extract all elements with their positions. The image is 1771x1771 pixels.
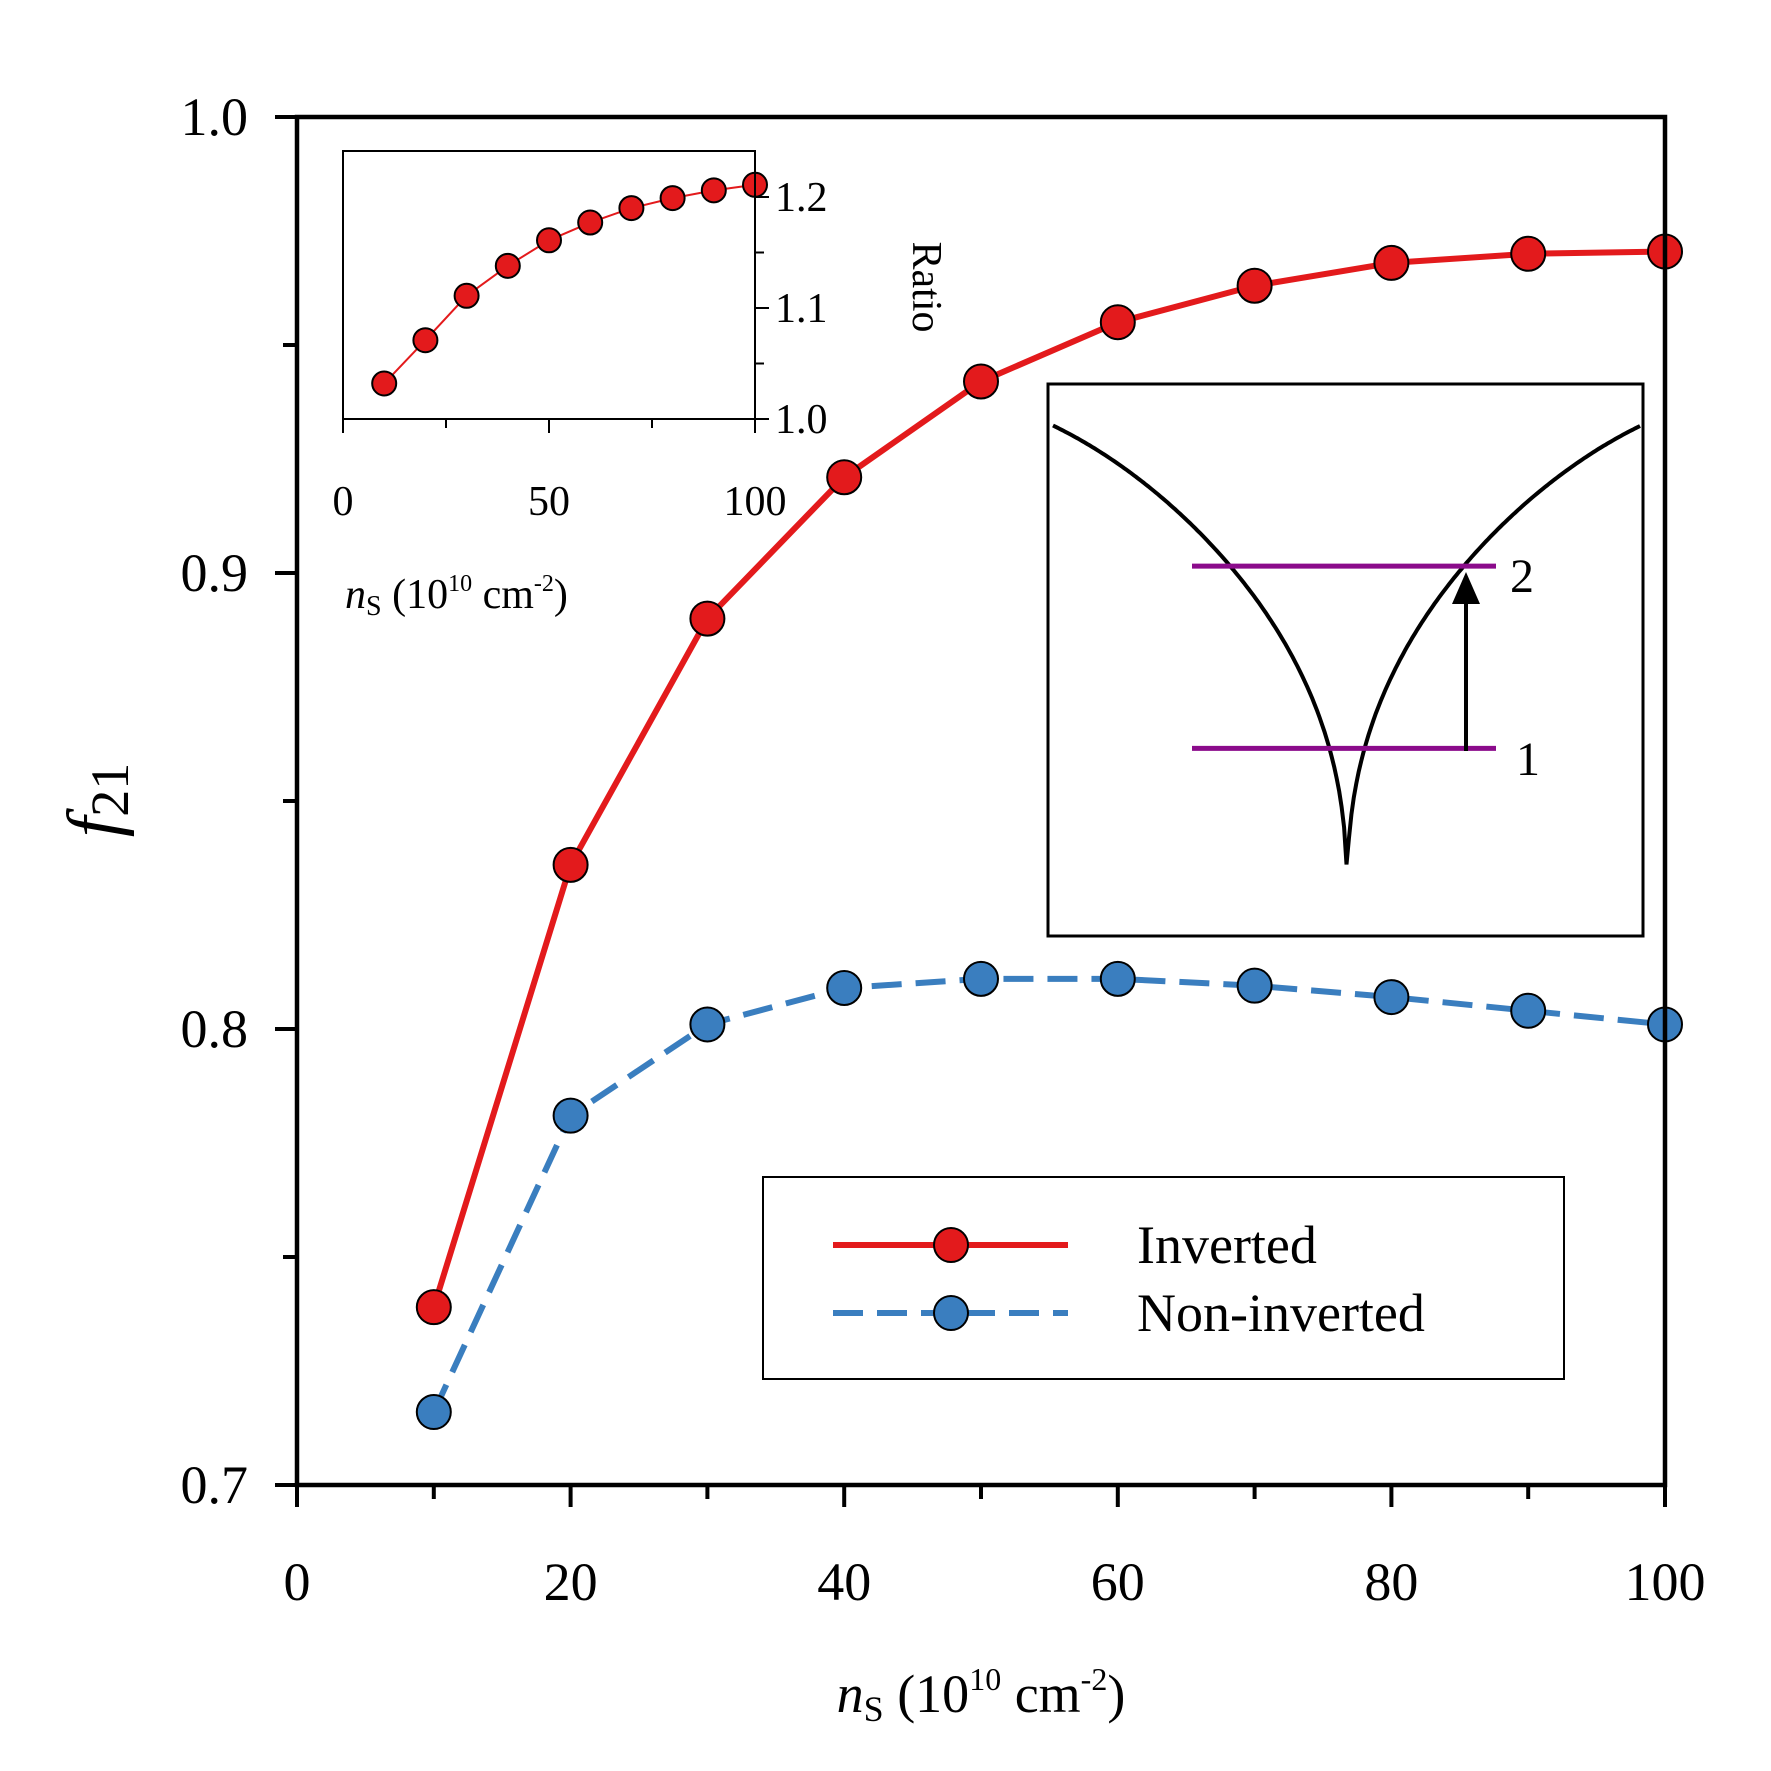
main-axis-ticks: [275, 115, 1667, 1507]
energy-levels: [1192, 563, 1496, 751]
x-tick-label: 100: [1625, 1552, 1706, 1612]
x-label-sub: S: [864, 1689, 884, 1729]
data-point-non-inverted: [963, 960, 999, 997]
y-tick-label: 0.9: [181, 543, 249, 603]
main-x-axis-label: nS (1010 cm-2): [837, 1661, 1126, 1729]
x-label-var: n: [837, 1664, 864, 1724]
ratio-inset-y-label: Ratio: [903, 242, 949, 333]
x-label-open: (10: [884, 1664, 969, 1724]
ratio-inset-line: [383, 183, 756, 385]
data-point-inverted: [1510, 235, 1547, 272]
inset-x-tick-label: 50: [528, 479, 570, 525]
legend-label-non-inverted: Non-inverted: [1137, 1283, 1425, 1343]
legend-marker-inverted: [933, 1227, 969, 1263]
inset-x-label-exp1: 10: [448, 571, 472, 597]
main-plot-frame: [294, 114, 1668, 1488]
x-label-mid: cm: [1001, 1664, 1080, 1724]
legend-label-inverted: Inverted: [1137, 1215, 1317, 1275]
data-point-non-inverted: [552, 1097, 589, 1134]
x-label-close: ): [1107, 1664, 1125, 1724]
data-point-inverted: [1099, 304, 1136, 341]
data-point-inverted: [963, 363, 999, 400]
ratio-inset: 0 50 100 1.0 1.1 1.2 Ratio nS (1010 cm-2): [333, 150, 949, 622]
series-line-inverted: [430, 248, 1666, 1309]
level-label-2: 2: [1510, 550, 1534, 603]
inset-data-point: [659, 185, 686, 212]
inset-data-point: [577, 209, 604, 236]
ratio-inset-markers: [371, 171, 768, 397]
inset-data-point: [494, 252, 521, 279]
series-line-non-inverted: [431, 975, 1666, 1414]
data-point-inverted: [826, 459, 863, 496]
inset-x-label-mid: cm: [472, 572, 534, 618]
legend-marker-non-inverted: [933, 1295, 969, 1331]
inset-data-point: [371, 370, 398, 397]
main-series-markers: [415, 233, 1683, 1431]
inset-x-label-open: (10: [382, 572, 449, 618]
data-point-non-inverted: [826, 969, 863, 1006]
inset-x-tick-label: 100: [724, 479, 787, 525]
data-point-non-inverted: [689, 1006, 726, 1043]
main-series-lines: [430, 248, 1666, 1414]
inset-data-point: [412, 327, 439, 354]
inset-x-label-exp2: -2: [534, 571, 554, 597]
y-tick-label: 0.8: [181, 999, 249, 1059]
data-point-non-inverted: [1373, 979, 1410, 1016]
data-point-non-inverted: [1236, 967, 1273, 1004]
y-tick-label: 0.7: [181, 1455, 249, 1515]
inset-y-tick-label: 1.2: [775, 175, 828, 221]
x-tick-label: 20: [544, 1552, 598, 1612]
inset-x-tick-label: 0: [333, 479, 354, 525]
y-label-sub: 21: [80, 763, 140, 817]
data-point-inverted: [689, 600, 726, 637]
main-y-axis-label: f21: [53, 763, 140, 838]
legend: Inverted Non-inverted: [762, 1176, 1565, 1380]
inset-data-point: [700, 177, 727, 204]
x-tick-label: 0: [284, 1552, 311, 1612]
data-point-non-inverted: [415, 1394, 452, 1431]
inset-y-tick-label: 1.1: [775, 286, 828, 332]
x-tick-label: 60: [1091, 1552, 1145, 1612]
y-tick-label: 1.0: [181, 87, 249, 147]
ratio-inset-tick-labels: 0 50 100 1.0 1.1 1.2: [333, 175, 828, 525]
level-label-1: 1: [1516, 733, 1540, 786]
x-tick-label: 40: [817, 1552, 871, 1612]
inset-data-point: [453, 282, 480, 309]
data-point-inverted: [415, 1289, 452, 1326]
x-label-exp1: 10: [969, 1661, 1001, 1697]
inset-y-tick-label: 1.0: [775, 397, 828, 443]
x-tick-label: 80: [1364, 1552, 1418, 1612]
potential-well-inset: 2 1: [1046, 382, 1645, 938]
ratio-inset-x-label: nS (1010 cm-2): [345, 571, 568, 622]
inset-x-label-var: n: [345, 572, 366, 618]
well-inset-frame: [1046, 382, 1645, 938]
data-point-non-inverted: [1510, 992, 1547, 1029]
inset-x-label-sub: S: [366, 591, 382, 622]
transition-arrow-head: [1452, 572, 1480, 604]
ratio-inset-frame: [342, 150, 756, 420]
legend-box: [762, 1176, 1565, 1380]
potential-well-curve: [1052, 423, 1641, 865]
ratio-inset-ticks: [342, 196, 769, 433]
x-label-exp2: -2: [1081, 1661, 1108, 1697]
data-point-non-inverted: [1099, 960, 1136, 997]
inset-series-line: [383, 183, 756, 385]
data-point-inverted: [552, 846, 589, 883]
ratio-inset-background: [343, 151, 755, 419]
inset-data-point: [536, 227, 562, 254]
data-point-inverted: [1236, 267, 1273, 304]
inset-data-point: [618, 195, 645, 222]
data-point-inverted: [1373, 244, 1410, 281]
inset-x-label-close: ): [554, 572, 568, 618]
